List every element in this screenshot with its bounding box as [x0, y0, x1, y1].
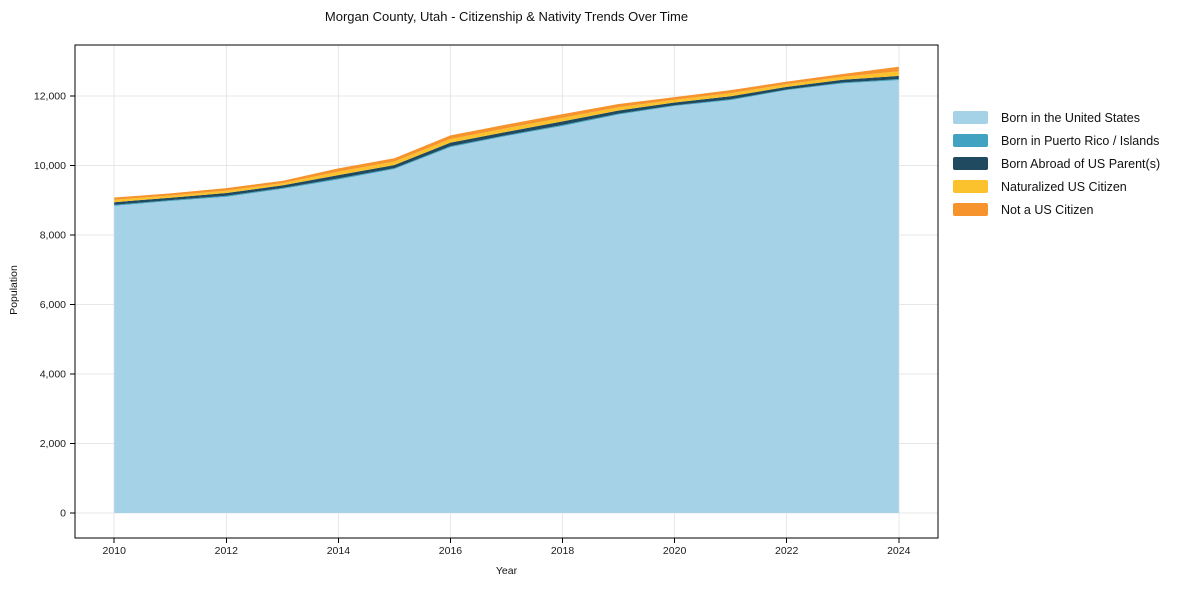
y-tick-label: 12,000: [34, 91, 66, 103]
legend-label-naturalized-us-citizen: Naturalized US Citizen: [1001, 179, 1127, 194]
legend-item-born-in-the-united-states: Born in the United States: [953, 106, 1160, 129]
y-axis-label: Population: [8, 265, 20, 315]
y-tick-label: 10,000: [34, 160, 66, 172]
plot-border: [74, 44, 939, 539]
legend-item-not-a-us-citizen: Not a US Citizen: [953, 198, 1160, 221]
legend-label-born-in-the-united-states: Born in the United States: [1001, 110, 1140, 125]
x-axis-label: Year: [495, 565, 518, 577]
y-tick-label: 4,000: [40, 369, 66, 381]
x-tick-label: 2024: [887, 545, 911, 557]
y-tick-label: 2,000: [40, 438, 66, 450]
legend-item-born-abroad-of-us-parent-s: Born Abroad of US Parent(s): [953, 152, 1160, 175]
legend-label-born-in-puerto-rico-islands: Born in Puerto Rico / Islands: [1001, 133, 1160, 148]
chart-title: Morgan County, Utah - Citizenship & Nati…: [324, 9, 689, 24]
y-tick-label: 6,000: [40, 299, 66, 311]
x-tick-label: 2016: [439, 545, 463, 557]
x-tick-label: 2020: [663, 545, 687, 557]
legend-swatch-naturalized-us-citizen: [953, 180, 988, 193]
x-tick-label: 2012: [215, 545, 239, 557]
legend-swatch-born-abroad-of-us-parent-s: [953, 157, 988, 170]
legend-label-not-a-us-citizen: Not a US Citizen: [1001, 202, 1094, 217]
y-tick-label: 8,000: [40, 230, 66, 242]
area-born-in-the-united-states: [114, 80, 899, 513]
legend-item-naturalized-us-citizen: Naturalized US Citizen: [953, 175, 1160, 198]
x-tick-label: 2014: [327, 545, 351, 557]
legend: Born in the United States Born in Puerto …: [953, 106, 1160, 221]
legend-item-born-in-puerto-rico-islands: Born in Puerto Rico / Islands: [953, 129, 1160, 152]
y-tick-label: 0: [60, 507, 66, 519]
legend-label-born-abroad-of-us-parent-s: Born Abroad of US Parent(s): [1001, 156, 1161, 171]
x-tick-label: 2022: [775, 545, 799, 557]
x-tick-label: 2010: [103, 545, 127, 557]
legend-swatch-not-a-us-citizen: [953, 203, 988, 216]
legend-swatch-born-in-puerto-rico-islands: [953, 134, 988, 147]
legend-swatch-born-in-the-united-states: [953, 111, 988, 124]
x-tick-label: 2018: [551, 545, 575, 557]
